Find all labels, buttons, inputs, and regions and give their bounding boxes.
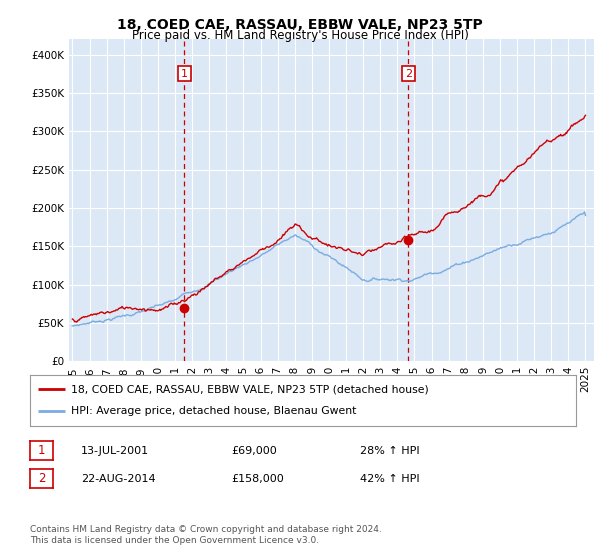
- Text: 2: 2: [38, 472, 45, 486]
- Text: Contains HM Land Registry data © Crown copyright and database right 2024.
This d: Contains HM Land Registry data © Crown c…: [30, 525, 382, 545]
- Text: 28% ↑ HPI: 28% ↑ HPI: [360, 446, 419, 456]
- Text: 18, COED CAE, RASSAU, EBBW VALE, NP23 5TP (detached house): 18, COED CAE, RASSAU, EBBW VALE, NP23 5T…: [71, 384, 428, 394]
- Text: 13-JUL-2001: 13-JUL-2001: [81, 446, 149, 456]
- Text: 2: 2: [405, 69, 412, 79]
- Text: 1: 1: [181, 69, 188, 79]
- Text: 22-AUG-2014: 22-AUG-2014: [81, 474, 155, 484]
- Text: 42% ↑ HPI: 42% ↑ HPI: [360, 474, 419, 484]
- Text: £158,000: £158,000: [231, 474, 284, 484]
- Text: Price paid vs. HM Land Registry's House Price Index (HPI): Price paid vs. HM Land Registry's House …: [131, 29, 469, 42]
- Text: 18, COED CAE, RASSAU, EBBW VALE, NP23 5TP: 18, COED CAE, RASSAU, EBBW VALE, NP23 5T…: [117, 18, 483, 32]
- Text: £69,000: £69,000: [231, 446, 277, 456]
- Text: 1: 1: [38, 444, 45, 458]
- Text: HPI: Average price, detached house, Blaenau Gwent: HPI: Average price, detached house, Blae…: [71, 407, 356, 417]
